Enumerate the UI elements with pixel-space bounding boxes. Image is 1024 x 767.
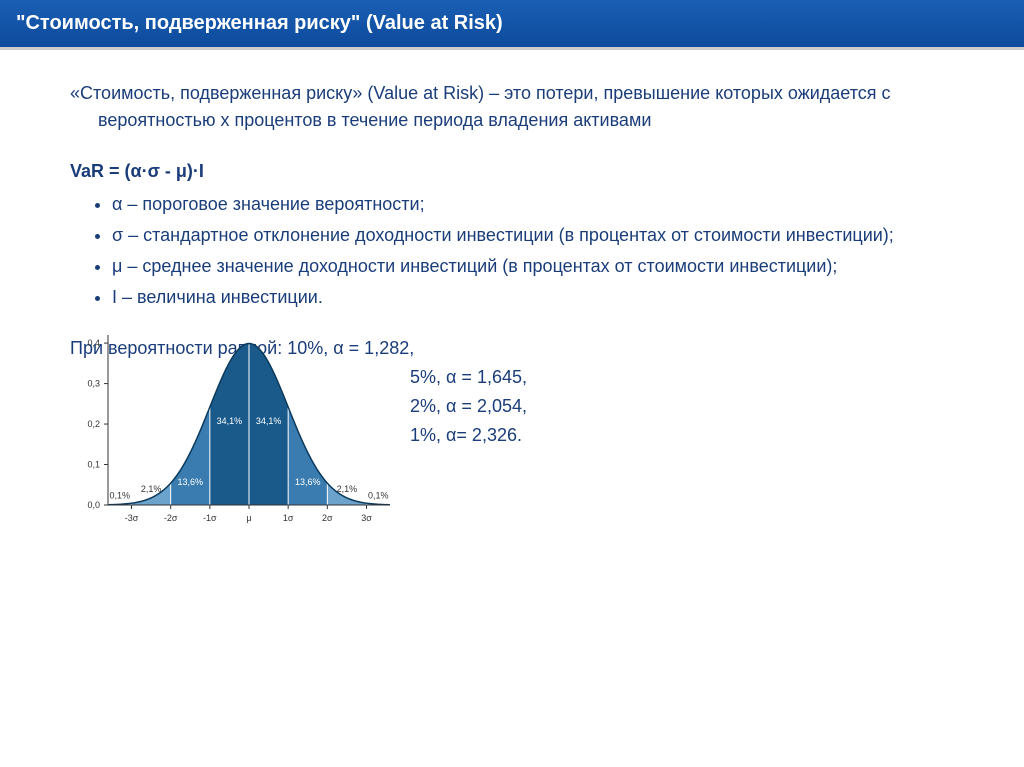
prob-line: 1%, α= 2,326. (410, 422, 974, 449)
slide-title: "Стоимость, подверженная риску" (Value a… (16, 12, 503, 34)
definition-item: σ – стандартное отклонение доходности ин… (112, 222, 974, 249)
svg-text:3σ: 3σ (361, 513, 372, 523)
probability-section: 0,0 0,1 0,2 0,3 0,4 -3σ -2σ -1σ μ 1σ 2σ 3σ 0,1% 2,1% 1… (70, 335, 974, 535)
svg-text:0,1%: 0,1% (109, 490, 130, 500)
svg-text:0,1: 0,1 (87, 460, 100, 470)
svg-text:0,2: 0,2 (87, 419, 100, 429)
svg-text:0,1%: 0,1% (368, 490, 389, 500)
prob-line: 5%, α = 1,645, (410, 364, 974, 391)
slide-header: "Стоимость, подверженная риску" (Value a… (0, 0, 1024, 50)
definition-item: α – пороговое значение вероятности; (112, 191, 974, 218)
definition-item: I – величина инвестиции. (112, 284, 974, 311)
intro-text: «Стоимость, подверженная риску» (Value a… (98, 80, 974, 134)
svg-text:0,4: 0,4 (87, 338, 100, 348)
svg-text:1σ: 1σ (283, 513, 294, 523)
slide-content: «Стоимость, подверженная риску» (Value a… (0, 50, 1024, 555)
svg-text:13,6%: 13,6% (295, 477, 321, 487)
prob-line: 2%, α = 2,054, (410, 393, 974, 420)
bell-curve-chart: 0,0 0,1 0,2 0,3 0,4 -3σ -2σ -1σ μ 1σ 2σ 3σ 0,1% 2,1% 1… (70, 325, 400, 535)
svg-text:34,1%: 34,1% (256, 416, 282, 426)
formula: VaR = (α·σ - μ)·I (70, 158, 974, 185)
svg-text:2,1%: 2,1% (141, 484, 162, 494)
svg-text:2σ: 2σ (322, 513, 333, 523)
definition-item: μ – среднее значение доходности инвестиц… (112, 253, 974, 280)
definitions-list: α – пороговое значение вероятности; σ – … (70, 191, 974, 311)
svg-text:0,0: 0,0 (87, 500, 100, 510)
probability-text: При вероятности равной: 10%, α = 1,282, … (410, 335, 974, 451)
svg-text:2,1%: 2,1% (337, 484, 358, 494)
svg-text:-1σ: -1σ (203, 513, 217, 523)
svg-text:13,6%: 13,6% (177, 477, 203, 487)
svg-text:μ: μ (246, 513, 251, 523)
svg-text:-3σ: -3σ (125, 513, 139, 523)
svg-text:34,1%: 34,1% (217, 416, 243, 426)
svg-text:-2σ: -2σ (164, 513, 178, 523)
svg-text:0,3: 0,3 (87, 379, 100, 389)
